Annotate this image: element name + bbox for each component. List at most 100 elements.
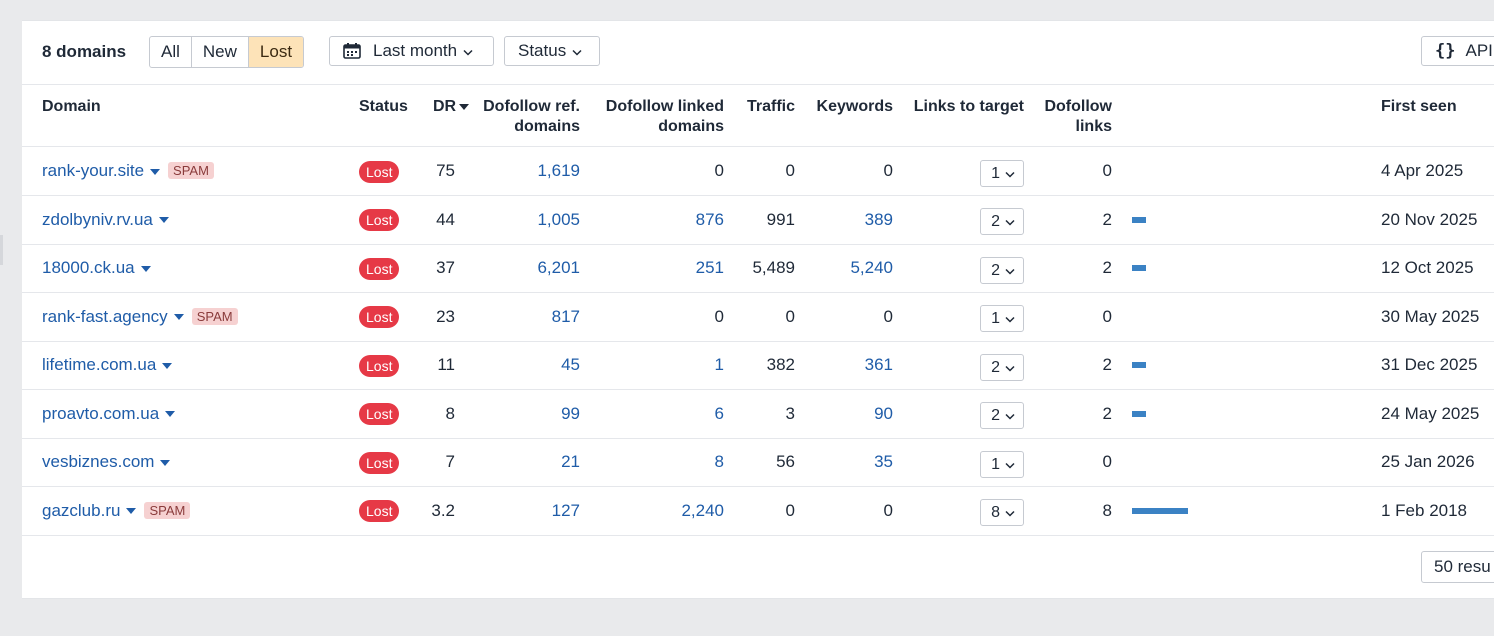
links-to-target-dropdown[interactable]: 8 [980, 499, 1024, 527]
status-cell: Lost [359, 390, 400, 438]
caret-down-icon[interactable] [173, 314, 184, 321]
domain-link[interactable]: zdolbyniv.rv.ua [42, 209, 153, 229]
linked-domains-value[interactable]: 251 [695, 258, 724, 277]
ref-domains-value[interactable]: 6,201 [537, 258, 580, 277]
keywords-value[interactable]: 5,240 [850, 258, 893, 277]
col-status[interactable]: Status [359, 98, 408, 115]
caret-down-icon[interactable] [126, 508, 137, 515]
links-to-target-dropdown[interactable]: 2 [980, 208, 1024, 236]
dofollow-links-value: 0 [1102, 161, 1112, 180]
referring-domains-panel: 8 domains All New Lost Last month Status… [22, 20, 1494, 599]
domain-cell: rank-your.site SPAM [42, 147, 214, 195]
table-row: lifetime.com.ua Lost 11 45 1 382 361 2 2 31 Dec 2… [22, 341, 1494, 390]
lost-badge: Lost [359, 160, 400, 183]
links-to-target-dropdown[interactable]: 1 [980, 450, 1024, 478]
col-dofollow-linked-line1: Dofollow linked [605, 98, 724, 115]
linked-domains-value[interactable]: 8 [714, 452, 724, 471]
col-first-seen[interactable]: First seen [1381, 98, 1457, 115]
filter-lost[interactable]: Lost [248, 37, 304, 67]
linked-domains-value[interactable]: 1 [714, 355, 724, 374]
domain-link[interactable]: rank-fast.agency [42, 306, 168, 326]
links-to-target-dropdown[interactable]: 1 [980, 305, 1024, 333]
dr-value: 7 [445, 452, 455, 471]
domain-link[interactable]: 18000.ck.ua [42, 258, 135, 277]
domain-link[interactable]: proavto.com.ua [42, 403, 160, 423]
caret-down-icon[interactable] [150, 168, 161, 175]
links-to-target-dropdown[interactable]: 2 [980, 353, 1024, 381]
dofollow-links-value: 2 [1102, 258, 1112, 277]
col-links-to-target[interactable]: Links to target [913, 98, 1024, 115]
caret-down-icon[interactable] [165, 411, 176, 418]
dofollow-links-value: 8 [1102, 500, 1112, 520]
linked-domains-value[interactable]: 6 [714, 403, 724, 423]
traffic-value: 5,489 [752, 258, 795, 277]
col-dofollow-links[interactable]: Dofollow links [1032, 97, 1112, 137]
keywords-cell: 0 [807, 147, 893, 195]
ref-domains-cell: 99 [470, 390, 580, 438]
links-to-target-value: 2 [991, 261, 1000, 279]
col-traffic[interactable]: Traffic [746, 98, 795, 115]
linked-domains-value[interactable]: 876 [695, 209, 724, 229]
table-row: rank-your.site SPAM Lost 75 1,619 0 0 0 1 0 4 Apr … [22, 147, 1494, 196]
chevron-down-icon [1005, 504, 1015, 521]
links-to-target-cell: 2 [902, 341, 1024, 389]
ref-domains-value[interactable]: 1,619 [537, 161, 580, 180]
keywords-value[interactable]: 389 [864, 209, 893, 229]
domain-count: 8 domains [42, 42, 127, 61]
domain-cell: gazclub.ru SPAM [42, 487, 191, 535]
keywords-value[interactable]: 35 [874, 452, 893, 471]
ref-domains-value[interactable]: 45 [561, 355, 580, 374]
filter-new[interactable]: New [192, 37, 249, 67]
domain-link[interactable]: vesbiznes.com [42, 452, 155, 471]
col-dr[interactable]: DR [433, 97, 470, 117]
ref-domains-value[interactable]: 99 [561, 403, 580, 423]
links-to-target-dropdown[interactable]: 2 [980, 402, 1024, 430]
spam-badge: SPAM [168, 162, 214, 180]
col-dofollow-linked-domains[interactable]: Dofollow linked domains [594, 97, 724, 137]
linked-domains-cell: 0 [594, 293, 724, 341]
linked-domains-cell: 251 [594, 244, 724, 292]
links-to-target-dropdown[interactable]: 2 [980, 256, 1024, 284]
dr-value: 3.2 [431, 500, 455, 520]
keywords-value[interactable]: 361 [864, 355, 893, 374]
domain-link[interactable]: gazclub.ru [42, 500, 121, 520]
caret-down-icon[interactable] [162, 362, 173, 369]
table-row: rank-fast.agency SPAM Lost 23 817 0 0 0 1 0 30 May… [22, 293, 1494, 342]
dofollow-links-bar [1132, 507, 1188, 514]
ref-domains-value[interactable]: 817 [551, 306, 580, 326]
keywords-cell: 0 [807, 487, 893, 535]
ref-domains-value[interactable]: 127 [551, 500, 580, 520]
chevron-down-icon [1005, 262, 1015, 279]
col-keywords[interactable]: Keywords [816, 98, 893, 115]
linked-domains-cell: 8 [594, 438, 724, 486]
caret-down-icon[interactable] [140, 265, 151, 272]
caret-down-icon[interactable] [158, 217, 169, 224]
domain-link[interactable]: rank-your.site [42, 161, 145, 180]
chevron-down-icon [572, 41, 582, 61]
status-cell: Lost [359, 438, 400, 486]
keywords-value[interactable]: 90 [874, 403, 893, 423]
col-dofollow-links-line2: links [1075, 118, 1112, 135]
ref-domains-value[interactable]: 1,005 [537, 209, 580, 229]
date-range-dropdown[interactable]: Last month [329, 36, 494, 66]
caret-down-icon[interactable] [160, 459, 171, 466]
col-dofollow-ref-domains[interactable]: Dofollow ref. domains [470, 97, 580, 137]
linked-domains-cell: 876 [594, 196, 724, 244]
col-domain[interactable]: Domain [42, 98, 101, 115]
links-to-target-dropdown[interactable]: 1 [980, 159, 1024, 187]
status-cell: Lost [359, 293, 400, 341]
ref-domains-value[interactable]: 21 [561, 452, 580, 471]
table-row: 18000.ck.ua Lost 37 6,201 251 5,489 5,240 2 2 12 … [22, 244, 1494, 293]
linked-domains-value[interactable]: 2,240 [681, 500, 724, 520]
status-dropdown[interactable]: Status [504, 36, 600, 66]
domain-link[interactable]: lifetime.com.ua [42, 355, 157, 374]
results-per-page-dropdown[interactable]: 50 resu [1421, 551, 1494, 583]
linked-domains-value: 0 [714, 306, 724, 326]
keywords-value: 0 [883, 500, 893, 520]
links-to-target-value: 1 [991, 164, 1000, 182]
domain-cell: vesbiznes.com [42, 438, 171, 486]
links-to-target-cell: 1 [902, 438, 1024, 486]
filter-all[interactable]: All [150, 37, 192, 67]
api-button[interactable]: {} API [1421, 36, 1494, 66]
chevron-down-icon [1005, 213, 1015, 230]
